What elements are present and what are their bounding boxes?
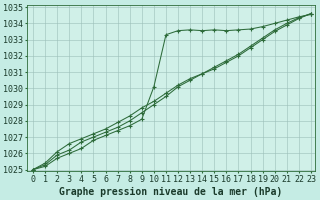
- X-axis label: Graphe pression niveau de la mer (hPa): Graphe pression niveau de la mer (hPa): [59, 186, 283, 197]
